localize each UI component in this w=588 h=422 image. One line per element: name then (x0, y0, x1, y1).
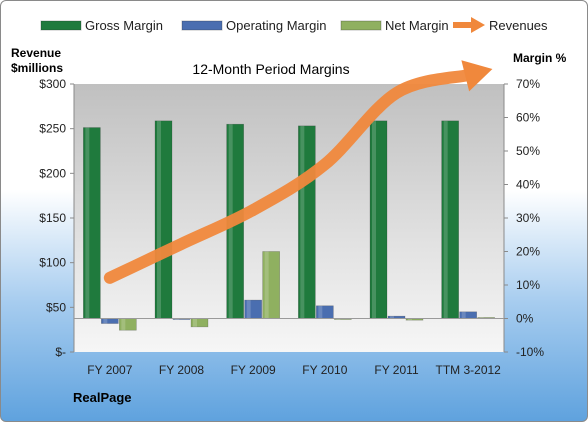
legend-swatch (40, 20, 82, 31)
revenue-arrowhead (461, 60, 493, 92)
left-axis: $- $50 $100 $150 $200 $250 $300 (39, 77, 75, 359)
left-tick-label: $300 (39, 77, 66, 91)
footer-label: RealPage (73, 390, 132, 405)
legend-label: Net Margin (385, 18, 449, 33)
left-tick-label: $50 (46, 300, 66, 314)
left-tick-label: $100 (39, 256, 66, 270)
legend-swatch-arrow (471, 17, 485, 33)
right-tick-label: 50% (516, 144, 540, 158)
left-tick-label: $- (55, 345, 66, 359)
operating-margin-bar-highlight (318, 305, 323, 319)
category-label: FY 2007 (87, 363, 132, 377)
category-label: FY 2009 (231, 363, 276, 377)
net-margin-bar-highlight (408, 318, 412, 321)
plot-area (74, 84, 504, 352)
legend-item-gross-margin: Gross Margin (40, 18, 163, 33)
legend-swatch (181, 20, 223, 31)
legend-item-revenues: Revenues (453, 17, 548, 33)
category-label: FY 2011 (374, 363, 419, 377)
category-label: FY 2010 (302, 363, 347, 377)
category-label: TTM 3-2012 (435, 363, 501, 377)
operating-margin-bar-highlight (461, 311, 466, 319)
right-tick-label: 30% (516, 211, 540, 225)
gross-margin-bar-highlight (157, 120, 161, 319)
right-axis-title: Margin % (513, 51, 567, 65)
net-margin-bar-highlight (121, 318, 126, 331)
right-tick-label: -10% (516, 345, 544, 359)
net-margin-bar-highlight (264, 251, 269, 319)
legend-item-net-margin: Net Margin (340, 18, 449, 33)
revenue-line (103, 69, 475, 284)
left-tick-label: $150 (39, 211, 66, 225)
gross-margin-bar-highlight (300, 125, 305, 319)
right-tick-label: 10% (516, 278, 540, 292)
legend-label: Gross Margin (85, 18, 163, 33)
category-axis: FY 2007 FY 2008 FY 2009 FY 2010 FY 2011 TTM 3… (74, 318, 504, 377)
legend-label: Revenues (489, 18, 548, 33)
legend-label: Operating Margin (226, 18, 326, 33)
gross-margin-bar-highlight (372, 120, 376, 319)
operating-margin-bar-highlight (103, 318, 108, 324)
left-tick-label: $250 (39, 122, 66, 136)
right-tick-label: 20% (516, 245, 540, 259)
right-axis: -10% 0% 10% 20% 30% 40% 50% 60% 70% (503, 77, 544, 359)
category-label: FY 2008 (159, 363, 204, 377)
legend: Gross Margin Operating Margin Net Margin Re… (40, 17, 548, 33)
left-tick-label: $200 (39, 166, 66, 180)
right-tick-label: 0% (516, 312, 534, 326)
net-margin-bar-highlight (479, 317, 484, 319)
net-margin-bar-highlight (193, 318, 197, 327)
revenue-line-series (103, 60, 493, 284)
right-tick-label: 70% (516, 77, 540, 91)
chart-title: 12-Month Period Margins (192, 61, 349, 77)
gross-margin-bar-highlight (85, 127, 90, 319)
right-tick-label: 60% (516, 111, 540, 125)
legend-swatch (340, 20, 382, 31)
operating-margin-bar-highlight (390, 316, 394, 319)
left-axis-title-line2: $millions (11, 61, 63, 75)
operating-margin-bar-highlight (246, 300, 251, 319)
left-axis-title-line1: Revenue (11, 46, 61, 60)
gross-margin-bar-highlight (443, 120, 448, 319)
legend-item-operating-margin: Operating Margin (181, 18, 326, 33)
right-tick-label: 40% (516, 178, 540, 192)
